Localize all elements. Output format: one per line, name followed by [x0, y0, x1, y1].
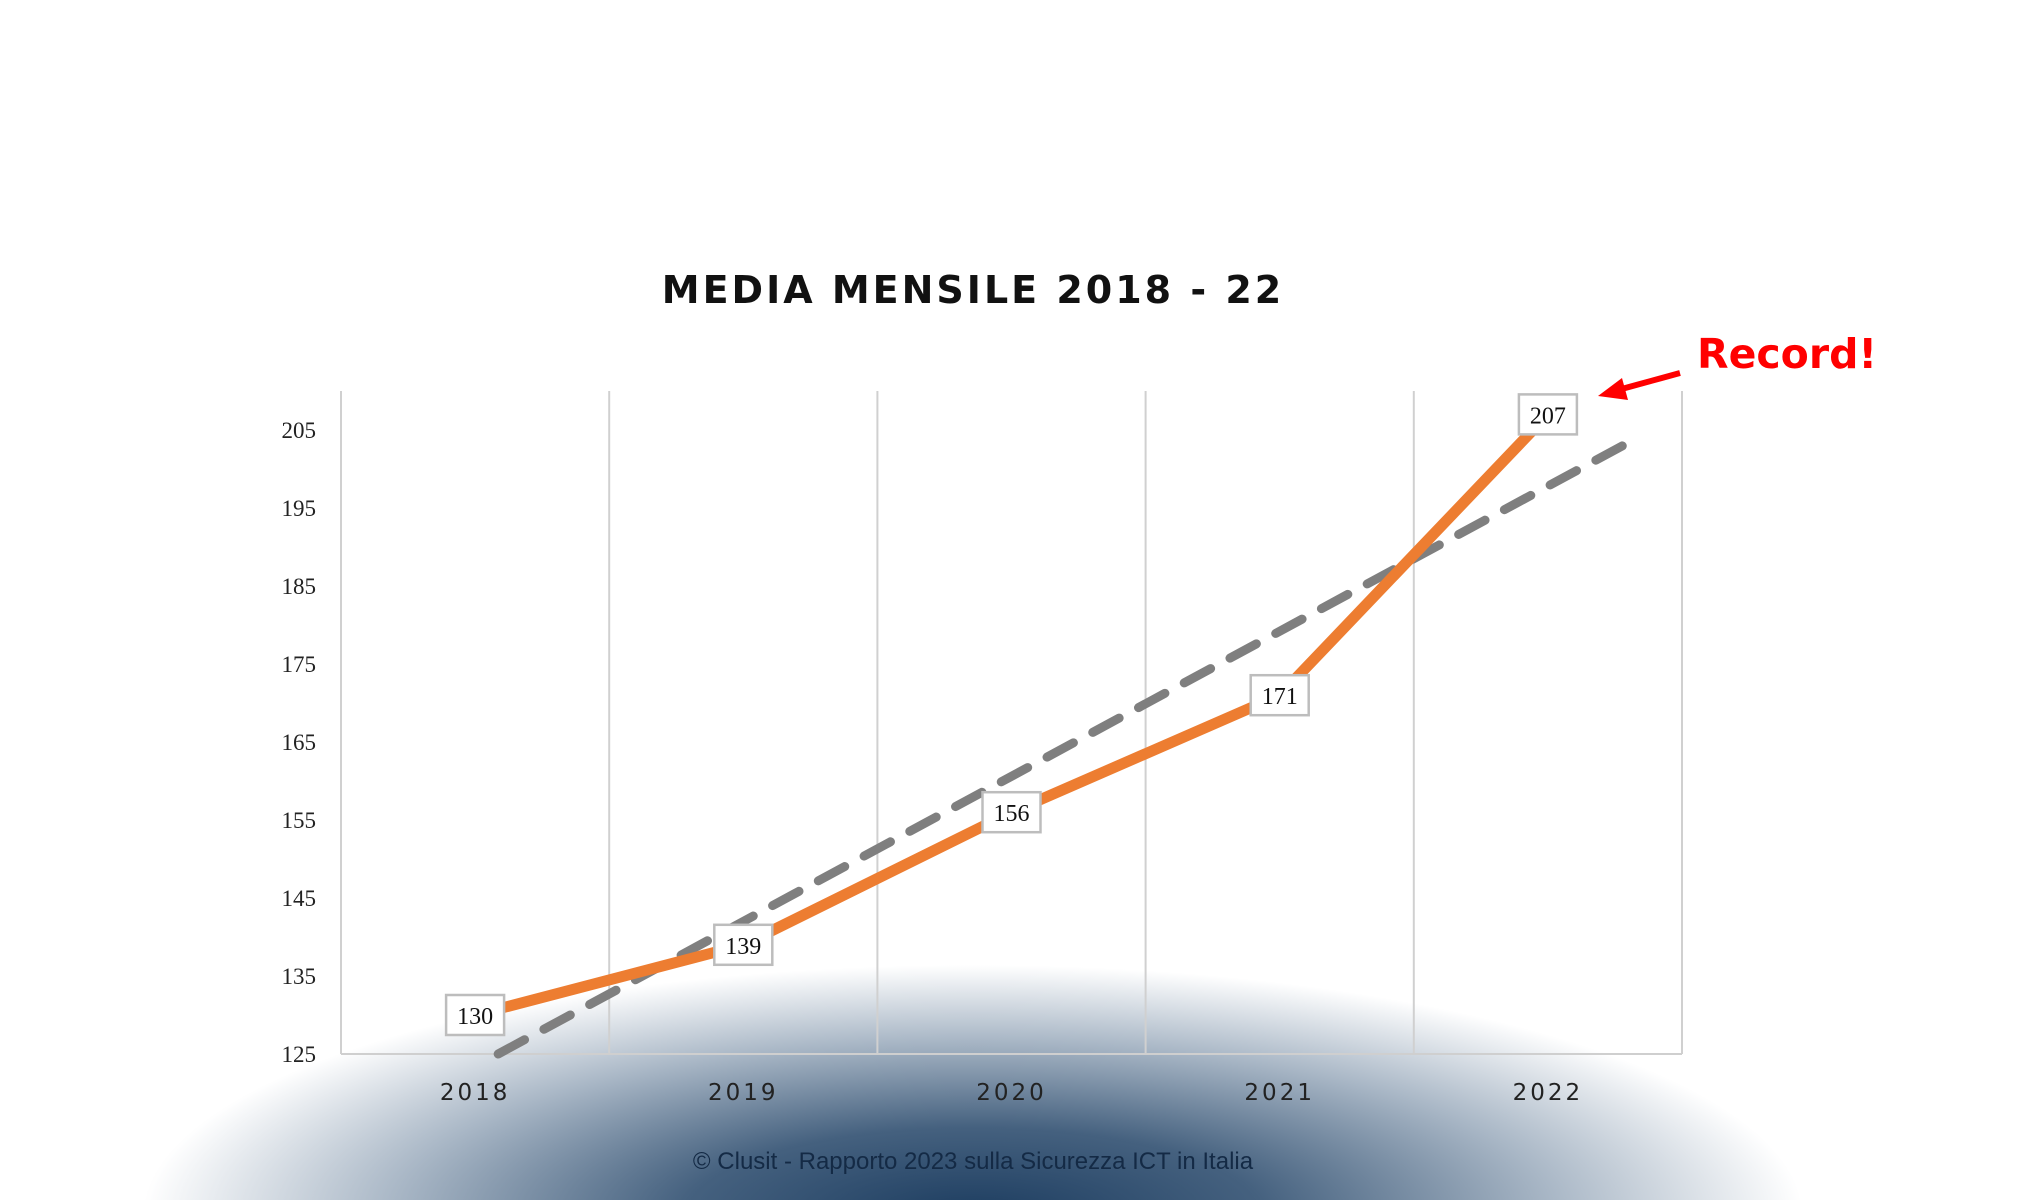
data-label-box	[444, 993, 506, 1037]
data-label: 207	[1530, 403, 1566, 429]
record-annotation: Record!	[1697, 330, 1878, 378]
y-tick-label: 135	[282, 964, 317, 989]
data-label: 130	[457, 1004, 493, 1030]
trendline	[493, 433, 1641, 1059]
record-arrow-shaft	[1617, 370, 1681, 393]
x-tick-label: 2021	[1244, 1080, 1315, 1106]
x-tick-label: 2018	[440, 1080, 511, 1106]
x-tick-label: 2022	[1513, 1080, 1584, 1106]
x-tick-label: 2019	[708, 1080, 779, 1106]
data-label-box	[981, 790, 1042, 834]
y-tick-label: 175	[282, 652, 317, 677]
series-line	[473, 410, 1552, 1021]
y-tick-label: 185	[282, 574, 317, 599]
y-tick-label: 155	[282, 808, 317, 833]
data-label-box	[1517, 393, 1579, 436]
data-label: 156	[994, 801, 1030, 827]
record-arrow-head	[1598, 378, 1628, 400]
y-tick-label: 125	[282, 1042, 317, 1067]
y-tick-label: 165	[282, 730, 317, 755]
copyright-footer: © Clusit - Rapporto 2023 sulla Sicurezza…	[692, 1148, 1254, 1175]
x-tick-label: 2020	[976, 1080, 1047, 1106]
data-label: 171	[1262, 684, 1298, 710]
y-tick-label: 205	[282, 418, 317, 443]
data-label-box	[1249, 673, 1310, 717]
y-tick-label: 195	[282, 496, 317, 521]
y-tick-label: 145	[282, 886, 317, 911]
data-label-box	[713, 923, 774, 967]
chart-title: MEDIA MENSILE 2018 - 22	[661, 268, 1285, 312]
data-label: 139	[725, 934, 761, 960]
